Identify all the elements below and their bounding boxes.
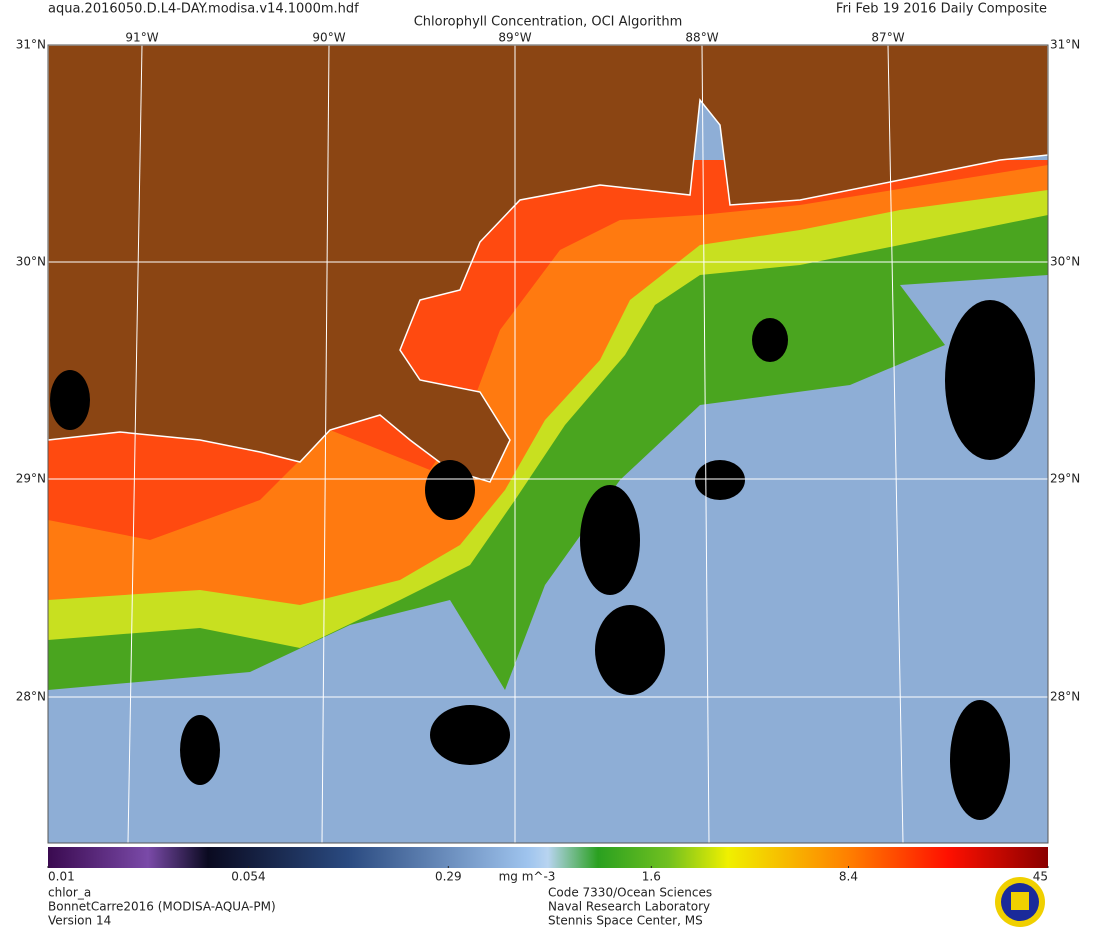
colorbar-label: 1.6 bbox=[642, 870, 661, 884]
footer-right: Naval Research Laboratory bbox=[548, 900, 710, 914]
lon-label: 89°W bbox=[498, 31, 531, 45]
colorbar-label: 8.4 bbox=[839, 870, 858, 884]
lat-label: 31°N bbox=[16, 38, 46, 52]
footer-left: chlor_a bbox=[48, 886, 91, 900]
footer-left: BonnetCarre2016 (MODISA-AQUA-PM) bbox=[48, 900, 276, 914]
file-name: aqua.2016050.D.L4-DAY.modisa.v14.1000m.h… bbox=[48, 2, 359, 17]
lat-label: 28°N bbox=[16, 690, 46, 704]
colorbar-label: 45 bbox=[1033, 870, 1048, 884]
colorbar bbox=[48, 847, 1048, 868]
lon-label: 88°W bbox=[685, 31, 718, 45]
lon-label: 91°W bbox=[125, 31, 158, 45]
nrl-logo bbox=[995, 877, 1045, 927]
chlorophyll-map bbox=[47, 44, 1049, 843]
graticule bbox=[48, 44, 1048, 844]
colorbar-label: 0.29 bbox=[435, 870, 462, 884]
map-frame bbox=[47, 44, 1049, 844]
lat-label: 31°N bbox=[1050, 38, 1080, 52]
footer-right: Code 7330/Ocean Sciences bbox=[548, 886, 712, 900]
lat-label: 30°N bbox=[1050, 255, 1080, 269]
lat-label: 28°N bbox=[1050, 690, 1080, 704]
footer-left: Version 14 bbox=[48, 914, 111, 928]
title: Chlorophyll Concentration, OCI Algorithm bbox=[414, 15, 683, 30]
colorbar-label: 0.054 bbox=[231, 870, 265, 884]
colorbar-label: 0.01 bbox=[48, 870, 75, 884]
lon-label: 90°W bbox=[312, 31, 345, 45]
date: Fri Feb 19 2016 Daily Composite bbox=[836, 2, 1047, 17]
footer-right: Stennis Space Center, MS bbox=[548, 914, 703, 928]
lon-label: 87°W bbox=[871, 31, 904, 45]
colorbar-unit: mg m^-3 bbox=[499, 870, 556, 884]
lat-label: 29°N bbox=[1050, 472, 1080, 486]
lat-label: 29°N bbox=[16, 472, 46, 486]
lat-label: 30°N bbox=[16, 255, 46, 269]
